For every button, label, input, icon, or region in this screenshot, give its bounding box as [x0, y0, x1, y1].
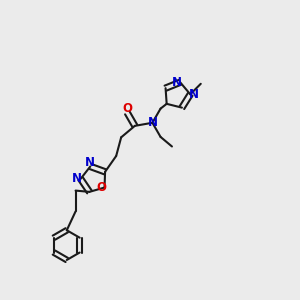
Text: N: N [72, 172, 82, 185]
Text: N: N [85, 156, 95, 170]
Text: N: N [189, 88, 199, 101]
Text: N: N [148, 116, 158, 129]
Text: N: N [172, 76, 182, 89]
Text: O: O [96, 181, 106, 194]
Text: O: O [122, 102, 132, 115]
